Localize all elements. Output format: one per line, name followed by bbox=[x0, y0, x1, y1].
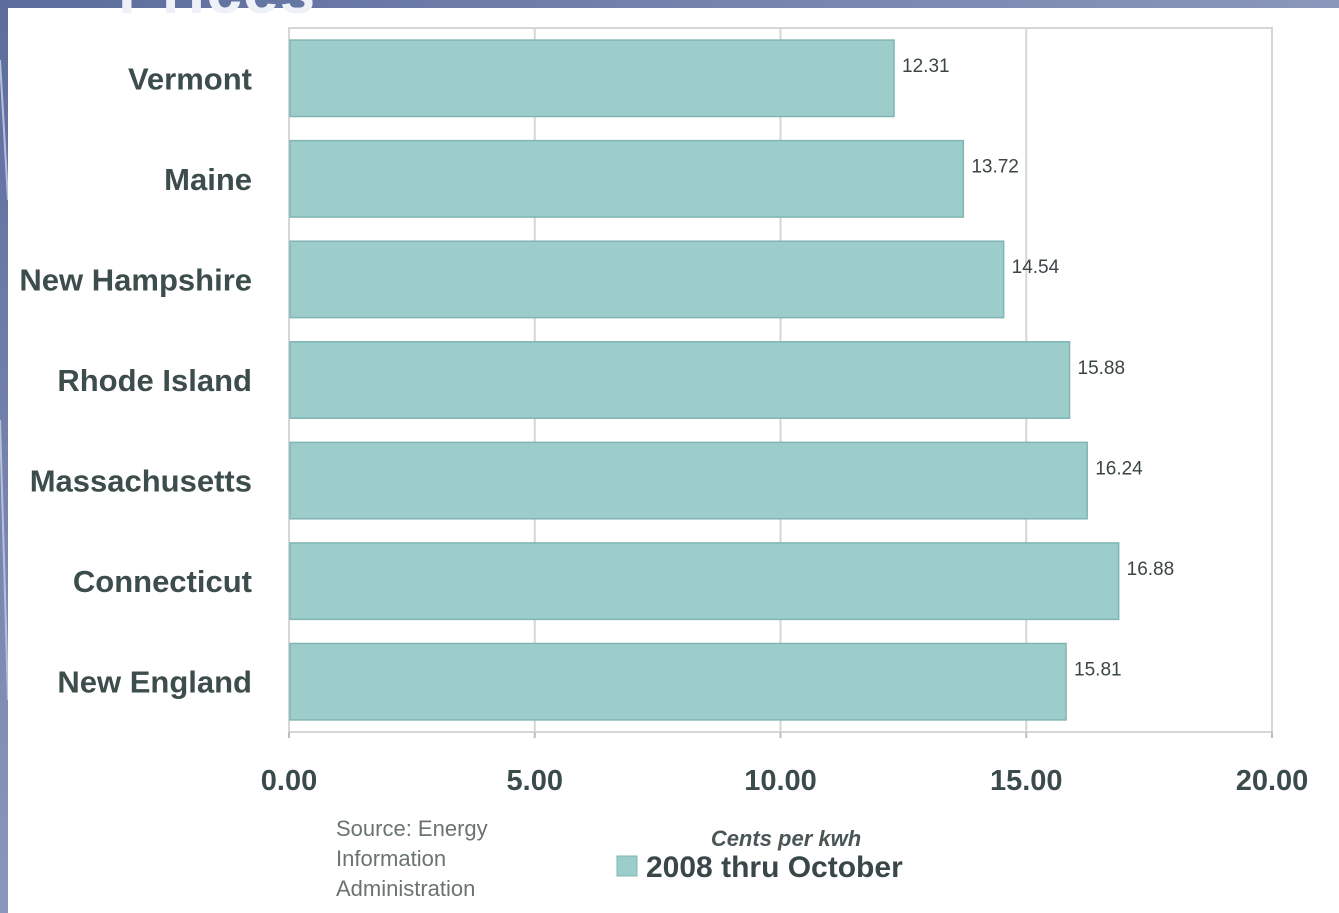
data-label: 16.88 bbox=[1127, 559, 1175, 580]
data-label: 15.88 bbox=[1078, 358, 1126, 379]
category-label: New England bbox=[57, 665, 252, 700]
bar-massachusetts bbox=[289, 441, 1088, 520]
bar-rhode-island bbox=[289, 341, 1071, 419]
data-label: 15.81 bbox=[1074, 659, 1122, 680]
x-tick-label: 20.00 bbox=[1236, 765, 1309, 797]
source-note-line: Information bbox=[336, 846, 446, 871]
category-label: Vermont bbox=[128, 61, 252, 96]
x-tick-label: 10.00 bbox=[744, 765, 817, 797]
slide-heading: Prices bbox=[118, 0, 316, 28]
category-label: New Hampshire bbox=[19, 262, 252, 297]
source-note-line: Administration bbox=[336, 876, 475, 901]
x-tick-label: 0.00 bbox=[261, 765, 317, 797]
bar-connecticut bbox=[289, 542, 1120, 621]
x-axis-label: Cents per kwh bbox=[711, 826, 861, 851]
data-label: 12.31 bbox=[902, 56, 950, 77]
legend-entry: 2008 thru October bbox=[646, 851, 903, 884]
bar-maine bbox=[289, 139, 965, 218]
data-label: 16.24 bbox=[1095, 458, 1143, 479]
source-note-line: Source: Energy bbox=[336, 816, 488, 841]
x-tick-label: 15.00 bbox=[990, 765, 1063, 797]
data-label: 14.54 bbox=[1012, 257, 1060, 278]
data-label: 13.72 bbox=[971, 157, 1019, 178]
bar-new-hampshire bbox=[289, 240, 1005, 319]
bar-vermont bbox=[289, 39, 895, 118]
x-tick-label: 5.00 bbox=[507, 765, 563, 797]
category-label: Rhode Island bbox=[57, 363, 252, 398]
category-label: Maine bbox=[164, 162, 252, 197]
bar-new-england bbox=[289, 642, 1067, 721]
category-label: Massachusetts bbox=[30, 464, 252, 499]
legend-swatch bbox=[616, 855, 638, 877]
category-label: Connecticut bbox=[73, 564, 252, 599]
